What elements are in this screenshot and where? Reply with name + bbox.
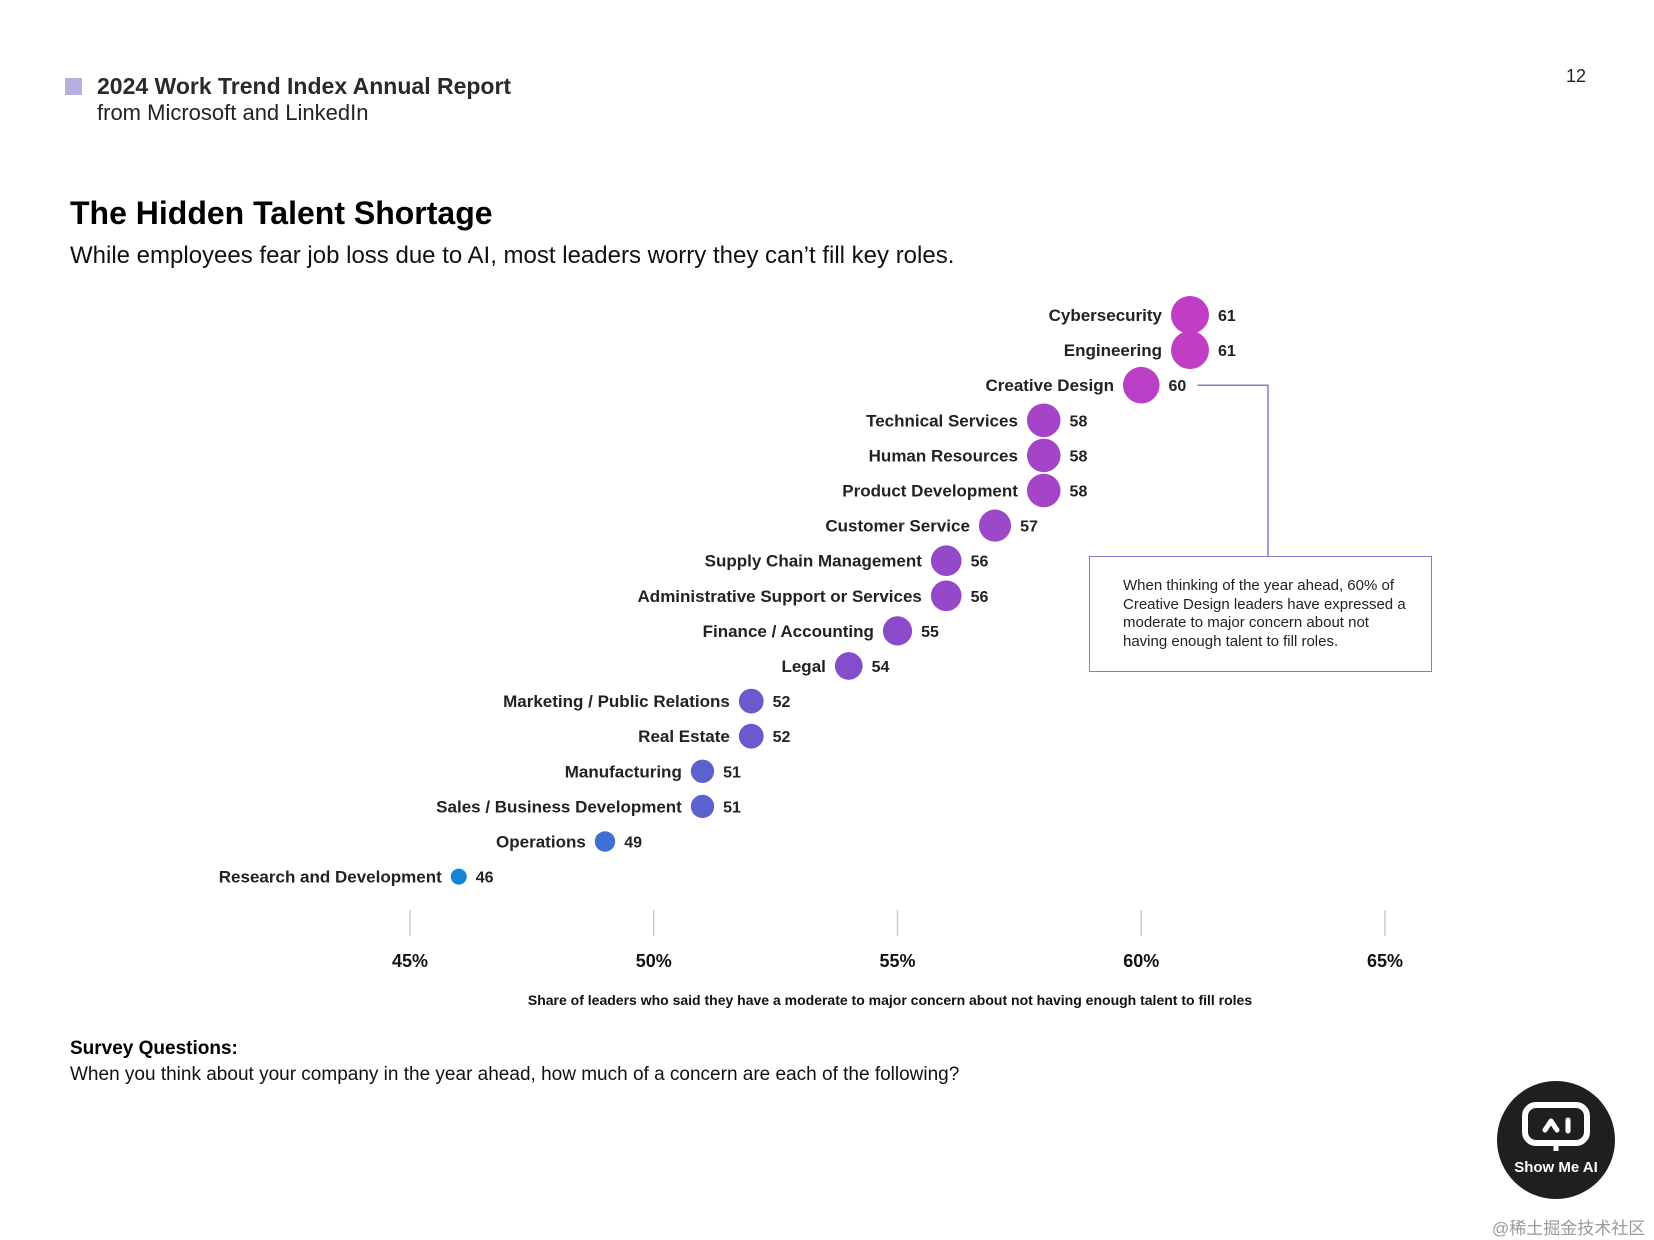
- survey-question: When you think about your company in the…: [70, 1064, 960, 1085]
- data-value-label: 51: [723, 799, 741, 816]
- data-point: [450, 868, 467, 885]
- page-number: 12: [1566, 66, 1587, 86]
- category-label: Manufacturing: [565, 762, 682, 781]
- category-label: Supply Chain Management: [705, 552, 923, 571]
- category-label: Customer Service: [825, 517, 970, 536]
- data-value-label: 57: [1020, 519, 1038, 536]
- data-point: [738, 688, 764, 714]
- x-tick-label: 65%: [1367, 951, 1403, 971]
- x-axis-label: Share of leaders who said they have a mo…: [528, 992, 1252, 1008]
- robot-face-icon: [1522, 1102, 1590, 1151]
- data-point: [1122, 366, 1160, 404]
- data-value-label: 60: [1169, 378, 1187, 395]
- data-point: [1171, 331, 1209, 370]
- category-label: Cybersecurity: [1049, 306, 1163, 325]
- header-accent-square: [65, 78, 82, 95]
- category-label: Research and Development: [219, 868, 442, 887]
- x-tick-label: 60%: [1123, 951, 1159, 971]
- data-point: [690, 794, 715, 819]
- data-point: [1026, 403, 1061, 438]
- callout-box: When thinking of the year ahead, 60% of …: [1089, 556, 1432, 672]
- category-label: Product Development: [842, 482, 1018, 501]
- data-value-label: 61: [1218, 343, 1236, 360]
- category-label: Creative Design: [985, 376, 1114, 395]
- data-value-label: 58: [1070, 413, 1088, 430]
- data-point: [834, 652, 863, 680]
- data-value-label: 61: [1218, 308, 1236, 325]
- data-value-label: 58: [1070, 448, 1088, 465]
- data-value-label: 56: [971, 589, 989, 606]
- data-point: [1026, 473, 1061, 508]
- data-value-label: 52: [773, 729, 791, 746]
- data-value-label: 51: [723, 764, 741, 781]
- category-label: Real Estate: [638, 727, 730, 746]
- category-label: Marketing / Public Relations: [503, 692, 730, 711]
- badge-label: Show Me AI: [1514, 1159, 1598, 1176]
- x-tick-label: 55%: [879, 951, 915, 971]
- data-point: [1026, 438, 1061, 473]
- chart-title: The Hidden Talent Shortage: [70, 195, 493, 231]
- data-value-label: 52: [773, 694, 791, 711]
- category-label: Engineering: [1064, 341, 1162, 360]
- data-point: [738, 723, 764, 749]
- data-point: [690, 759, 715, 783]
- data-point: [978, 509, 1012, 542]
- watermark: @稀土掘金技术社区: [1492, 1219, 1646, 1238]
- data-value-label: 46: [476, 870, 494, 887]
- data-value-label: 49: [624, 835, 642, 852]
- data-point: [930, 545, 962, 577]
- x-tick-label: 45%: [392, 951, 428, 971]
- category-label: Sales / Business Development: [436, 797, 682, 816]
- category-label: Finance / Accounting: [703, 622, 874, 641]
- data-point: [594, 831, 616, 852]
- category-label: Legal: [781, 657, 825, 676]
- survey-heading: Survey Questions:: [70, 1038, 238, 1059]
- data-point: [930, 580, 962, 612]
- category-label: Human Resources: [869, 446, 1018, 465]
- data-value-label: 55: [921, 624, 939, 641]
- data-value-label: 54: [872, 659, 890, 676]
- category-label: Operations: [496, 833, 586, 852]
- show-me-ai-badge: Show Me AI: [1497, 1081, 1615, 1199]
- chart-subtitle: While employees fear job loss due to AI,…: [70, 242, 955, 269]
- data-value-label: 58: [1070, 484, 1088, 501]
- category-label: Technical Services: [866, 411, 1018, 430]
- category-label: Administrative Support or Services: [638, 587, 922, 606]
- data-point: [882, 616, 913, 646]
- report-subtitle: from Microsoft and LinkedIn: [97, 100, 369, 125]
- x-tick-label: 50%: [636, 951, 672, 971]
- data-value-label: 56: [971, 554, 989, 571]
- callout-leader-line: [1197, 384, 1269, 556]
- report-title: 2024 Work Trend Index Annual Report: [97, 73, 512, 99]
- data-point: [1171, 296, 1209, 334]
